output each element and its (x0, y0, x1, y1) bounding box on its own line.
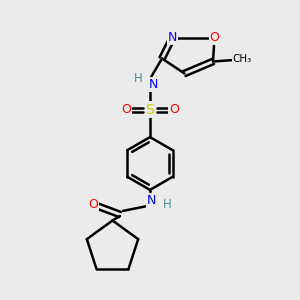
Text: CH₃: CH₃ (233, 54, 252, 64)
Text: O: O (210, 31, 219, 44)
Text: N: N (147, 194, 156, 207)
Text: H: H (134, 72, 143, 86)
Text: N: N (168, 31, 177, 44)
Text: N: N (148, 77, 158, 91)
Text: S: S (146, 103, 154, 116)
Text: H: H (163, 198, 172, 211)
Text: O: O (121, 103, 131, 116)
Text: O: O (88, 197, 98, 211)
Text: O: O (169, 103, 179, 116)
